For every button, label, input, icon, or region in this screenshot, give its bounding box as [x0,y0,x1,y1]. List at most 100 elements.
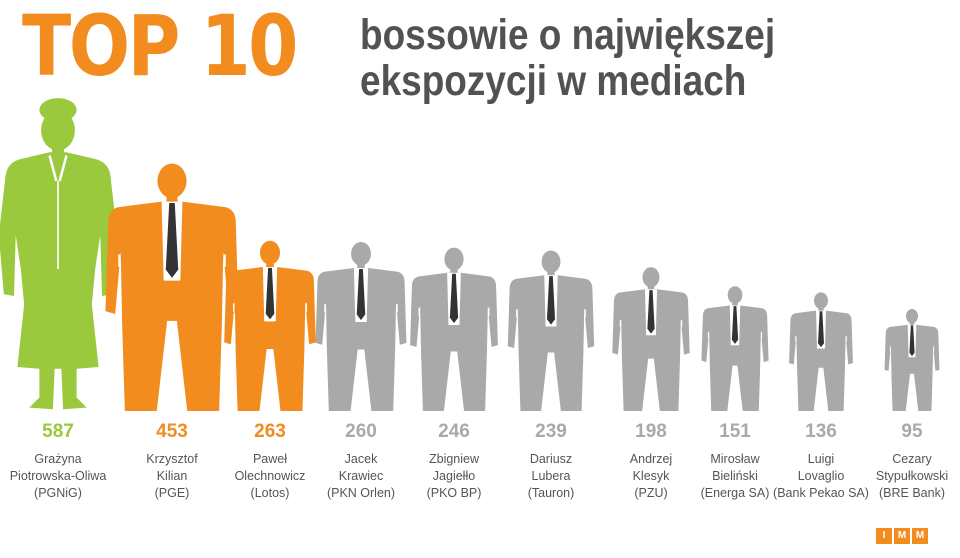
person-name1: Andrzej [629,452,673,466]
figure-collar [48,155,68,182]
figure-pockets [707,332,763,339]
figure-neck [909,321,915,326]
value-label-1: 587 [42,421,74,442]
figure-tie [546,276,556,325]
figure-neck [732,301,738,307]
figure-body [507,275,595,411]
person-name2: Klesyk [632,469,670,483]
person-name2: Piotrowska-Oliwa [9,469,107,483]
figure-10 [884,309,940,411]
value-label-3: 263 [254,421,286,442]
person-name1: Dariusz [529,452,573,466]
logo-letter-m2: M [912,528,928,544]
figure-head [157,163,187,199]
person-name2: Stypułkowski [875,469,949,483]
figure-head [259,240,281,265]
person-name1: Paweł [252,452,288,466]
figure-pockets [795,335,847,342]
person-label-2: Krzysztof Kilian (PGE) [112,451,232,502]
value-label-7: 198 [635,421,667,442]
figure-neck [450,268,458,274]
figure-neck [547,270,555,277]
person-name1: Mirosław [710,452,760,466]
figure-head [906,309,918,324]
figure-pockets [619,319,683,328]
figure-neck [266,262,274,268]
figure-tie [818,311,824,348]
figure-tie [909,325,915,357]
person-label-7: Andrzej Klesyk (PZU) [591,451,711,502]
value-label-6: 239 [535,421,567,442]
person-label-10: Cezary Stypułkowski (BRE Bank) [852,451,960,502]
figure-tie [165,203,179,278]
company-name: (PGNiG) [34,486,82,500]
figure-body [315,267,407,411]
title-subtitle: bossowie o największej ekspozycji w medi… [360,12,842,104]
value-label-2: 453 [156,421,188,442]
figure-head [727,286,743,304]
person-name2: Olechnowicz [234,469,306,483]
figure-pockets [324,303,398,313]
figure-head [541,250,561,273]
figure-head [642,267,660,288]
figure-tie [647,290,655,334]
person-name2: Krawiec [338,469,384,483]
person-name1: Cezary [892,452,932,466]
figure-1 [0,98,118,410]
figure-pockets [233,303,307,312]
figure-tie [449,273,459,324]
value-label-10: 95 [901,421,923,442]
person-label-8: Mirosław Bieliński (Energa SA) [675,451,795,502]
figure-3 [224,240,316,411]
figure-body [789,310,853,411]
figure-7 [612,267,690,411]
company-name: (PZU) [634,486,668,500]
person-name1: Krzysztof [146,452,198,466]
figure-body [410,272,498,411]
figure-tie [265,267,275,320]
company-name: (PGE) [154,486,190,500]
figure-neck [52,147,64,156]
company-name: (Lotos) [250,486,290,500]
person-name2: Kilian [156,469,188,483]
person-label-1: Grażyna Piotrowska-Oliwa (PGNiG) [0,451,118,502]
company-name: (PKO BP) [426,486,482,500]
figure-tie [356,268,366,321]
figure-2 [105,163,239,411]
figure-body [0,152,118,410]
value-label-9: 136 [805,421,837,442]
figure-body [224,266,316,411]
company-name: (PKN Orlen) [326,486,396,500]
person-name2: Bieliński [712,469,758,483]
figure-hair [39,98,77,122]
company-name: (Tauron) [527,486,575,500]
imm-logo: I M M [876,528,928,544]
person-name2: Lovaglio [797,469,845,483]
figure-pockets [418,307,490,316]
figure-pockets [516,309,586,318]
figure-head [351,241,371,266]
person-name2: Lubera [531,469,571,483]
logo-letter-m1: M [894,528,910,544]
person-name1: Jacek [344,452,378,466]
value-label-8: 151 [719,421,751,442]
title-top10: TOP 10 [22,0,298,95]
figure-head [444,247,464,271]
figure-pockets [889,346,935,352]
company-name: (BRE Bank) [879,486,945,500]
company-name: (Bank Pekao SA) [773,486,869,500]
person-label-4: Jacek Krawiec (PKN Orlen) [301,451,421,502]
person-name1: Luigi [807,452,835,466]
title-subtitle-line2: ekspozycji w mediach [360,57,747,105]
figure-neck [647,285,655,291]
title-subtitle-line1: bossowie o największej [360,11,776,59]
logo-letter-i: I [876,528,892,544]
value-label-4: 260 [345,421,377,442]
figure-6 [507,250,595,411]
figure-5 [410,247,498,411]
figure-tie [731,306,739,344]
figure-body [701,305,769,411]
value-label-5: 246 [438,421,470,442]
figure-4 [315,241,407,411]
